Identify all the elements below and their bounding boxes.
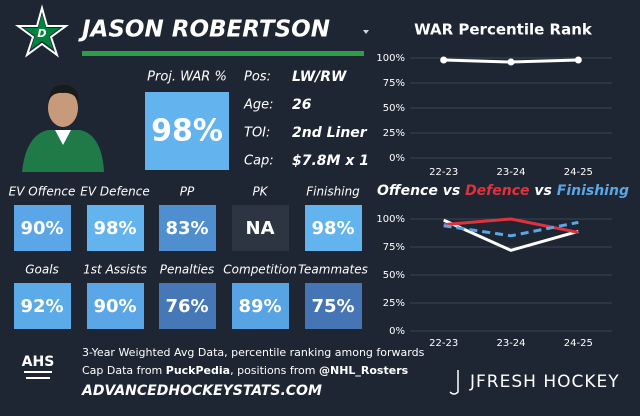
y-tick-label: 75%	[383, 242, 405, 253]
brand: JFRESH HOCKEY	[469, 372, 620, 392]
series-line	[443, 220, 579, 238]
stat-box	[87, 283, 144, 329]
x-tick-label: 24-25	[564, 167, 593, 178]
x-tick-label: 22-23	[429, 167, 458, 178]
stat-box	[159, 283, 216, 329]
point	[574, 56, 582, 64]
brand-mark	[449, 370, 459, 395]
y-tick-label: 25%	[383, 128, 405, 139]
y-tick-label: 25%	[383, 298, 405, 309]
stat-value: 98%	[311, 218, 354, 239]
dropdown-arrow[interactable]	[363, 30, 369, 34]
stat-value: 90%	[20, 218, 63, 239]
stat-value: 90%	[93, 296, 136, 317]
chart-title-part: Defence	[465, 183, 529, 199]
stat-box	[305, 205, 362, 251]
stat-label: Goals	[25, 263, 59, 277]
info-label: Pos:	[244, 70, 271, 85]
stat-box	[232, 283, 289, 329]
info-value: 2nd Liner	[292, 125, 368, 141]
series-line	[443, 218, 579, 252]
stat-box	[87, 205, 144, 251]
stat-box	[305, 283, 362, 329]
y-tick-label: 100%	[376, 53, 405, 64]
x-tick-label: 24-25	[564, 338, 593, 349]
footer-line2-part: , positions from	[230, 364, 319, 377]
chart-title-part: Offence	[377, 183, 438, 199]
y-tick-label: 100%	[376, 214, 405, 225]
stat-label: 1st Assists	[83, 263, 147, 277]
footer-line2-part: Cap Data from	[82, 364, 166, 377]
stat-box	[14, 283, 71, 329]
stat-label: Teammates	[298, 263, 368, 277]
info-label: Cap:	[244, 154, 274, 169]
footer-line2-part: @NHL_Rosters	[319, 364, 409, 377]
y-tick-label: 50%	[383, 270, 405, 281]
team-logo: D	[14, 4, 70, 58]
stat-label: Finishing	[306, 185, 360, 199]
point	[507, 58, 515, 66]
point	[440, 56, 448, 64]
stat-value: 83%	[165, 218, 208, 239]
stat-label: PK	[252, 185, 268, 199]
x-tick-label: 23-24	[496, 338, 525, 349]
stat-value: 76%	[165, 296, 208, 317]
stat-value: 92%	[20, 296, 63, 317]
x-tick-label: 23-24	[496, 167, 525, 178]
info-value: $7.8M x 1	[292, 153, 369, 169]
info-value: LW/RW	[292, 69, 347, 85]
y-tick-label: 0%	[389, 153, 405, 164]
stat-label: EV Defence	[80, 185, 149, 199]
stat-value: 98%	[93, 218, 136, 239]
stat-label: PP	[180, 185, 195, 199]
svg-text:D: D	[37, 27, 46, 40]
player-name: JASON ROBERTSON	[78, 17, 330, 43]
stat-box	[232, 205, 289, 251]
x-tick-label: 22-23	[429, 338, 458, 349]
player-photo	[20, 80, 106, 172]
proj-box	[145, 92, 229, 170]
chart-title-part: Finishing	[557, 183, 629, 199]
footer-line1: 3-Year Weighted Avg Data, percentile ran…	[82, 346, 425, 359]
stat-value: 75%	[311, 296, 354, 317]
y-tick-label: 50%	[383, 103, 405, 114]
stat-value: 89%	[238, 296, 281, 317]
stat-box	[159, 205, 216, 251]
chart-title: Offence vs Defence vs Finishing	[377, 183, 629, 199]
info-value: 26	[292, 97, 312, 113]
name-underline	[82, 51, 364, 56]
chart-title-part: vs	[530, 183, 557, 199]
stat-label: Penalties	[160, 263, 215, 277]
footer-line2: Cap Data from PuckPedia, positions from …	[82, 364, 409, 377]
stat-value: NA	[246, 218, 275, 239]
stat-label: Competition	[223, 263, 296, 277]
footer-site: ADVANCEDHOCKEYSTATS.COM	[81, 383, 322, 399]
chart-title-part: vs	[438, 183, 465, 199]
ahs-sticks	[24, 371, 52, 379]
stat-label: EV Offence	[9, 185, 76, 199]
ahs-logo: AHS	[22, 354, 55, 370]
info-label: Age:	[243, 98, 274, 113]
proj-label: Proj. WAR %	[147, 70, 227, 85]
footer-line2-part: PuckPedia	[166, 364, 230, 377]
info-label: TOI:	[244, 126, 270, 141]
y-tick-label: 0%	[389, 326, 405, 337]
content: Proj. WAR % 98% Pos: LW/RW Age: 26 TOI: 2nd Lin…	[9, 21, 629, 400]
series-line	[443, 217, 579, 234]
chart-title: WAR Percentile Rank	[414, 21, 593, 39]
y-tick-label: 75%	[383, 78, 405, 89]
proj-value: 98%	[151, 114, 223, 149]
stat-box	[14, 205, 71, 251]
